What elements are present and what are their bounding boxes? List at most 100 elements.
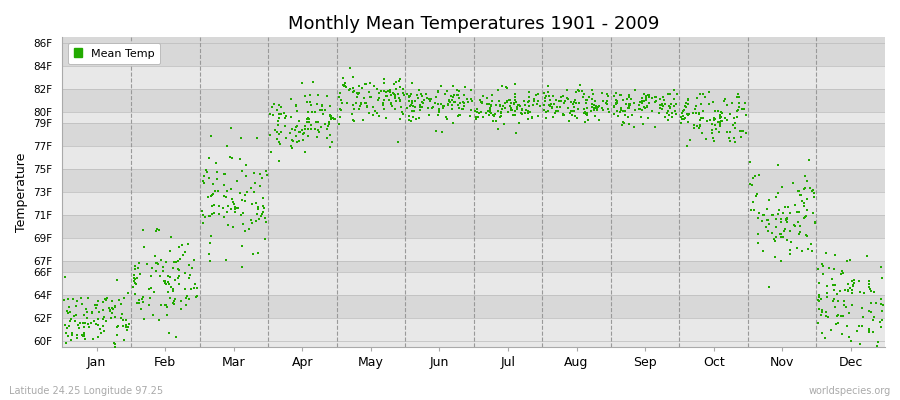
Point bbox=[469, 114, 483, 120]
Point bbox=[569, 100, 583, 106]
Point bbox=[531, 91, 545, 97]
Point bbox=[608, 100, 623, 106]
Point bbox=[258, 219, 273, 226]
Point bbox=[68, 302, 83, 309]
Point bbox=[406, 102, 420, 109]
Point bbox=[635, 95, 650, 102]
Point bbox=[803, 185, 817, 192]
Point bbox=[298, 122, 312, 129]
Point bbox=[182, 275, 196, 282]
Point bbox=[759, 224, 773, 230]
Point bbox=[301, 132, 315, 139]
Point bbox=[333, 107, 347, 113]
Point bbox=[563, 108, 578, 114]
Point bbox=[347, 88, 362, 94]
Point bbox=[599, 100, 614, 107]
Point bbox=[117, 337, 131, 344]
Point bbox=[158, 302, 173, 308]
Point bbox=[130, 300, 144, 306]
Point bbox=[65, 331, 79, 338]
Point bbox=[806, 248, 820, 254]
Point bbox=[468, 116, 482, 122]
Point bbox=[437, 91, 452, 98]
Point bbox=[562, 118, 576, 124]
Point bbox=[166, 300, 180, 306]
Point bbox=[756, 247, 770, 254]
Point bbox=[348, 100, 363, 106]
Point bbox=[769, 194, 783, 201]
Point bbox=[668, 108, 682, 114]
Point bbox=[362, 89, 376, 96]
Point bbox=[268, 126, 283, 133]
Point bbox=[485, 98, 500, 104]
Point bbox=[465, 98, 480, 104]
Point bbox=[239, 162, 254, 168]
Point bbox=[681, 112, 696, 118]
Point bbox=[472, 110, 486, 116]
Point bbox=[698, 94, 712, 100]
Point bbox=[107, 314, 122, 320]
Point bbox=[404, 118, 419, 124]
Point bbox=[828, 252, 842, 258]
Point bbox=[783, 228, 797, 234]
Point bbox=[136, 294, 150, 300]
Point bbox=[377, 106, 392, 112]
Point bbox=[576, 94, 590, 101]
Point bbox=[259, 168, 274, 174]
Point bbox=[78, 306, 93, 312]
Point bbox=[480, 101, 494, 107]
Point bbox=[820, 313, 834, 320]
Point bbox=[160, 303, 175, 310]
Point bbox=[230, 205, 245, 212]
Point bbox=[410, 95, 425, 102]
Point bbox=[188, 281, 202, 288]
Point bbox=[253, 182, 267, 189]
Point bbox=[131, 260, 146, 266]
Point bbox=[298, 93, 312, 100]
Point bbox=[321, 120, 336, 126]
Point bbox=[824, 327, 838, 333]
Point bbox=[176, 252, 190, 258]
Point bbox=[153, 272, 167, 279]
Point bbox=[773, 219, 788, 226]
Point bbox=[346, 74, 360, 80]
Point bbox=[406, 114, 420, 120]
Point bbox=[263, 132, 277, 138]
Point bbox=[780, 219, 795, 225]
Point bbox=[442, 98, 456, 104]
Point bbox=[286, 138, 301, 144]
Point bbox=[98, 318, 112, 324]
Point bbox=[683, 136, 698, 143]
Bar bbox=[62, 89, 885, 112]
Point bbox=[310, 100, 324, 107]
Point bbox=[522, 102, 536, 109]
Bar bbox=[62, 169, 885, 192]
Point bbox=[385, 90, 400, 96]
Point bbox=[805, 188, 819, 194]
Point bbox=[507, 100, 521, 106]
Point bbox=[580, 97, 594, 103]
Point bbox=[255, 210, 269, 217]
Point bbox=[104, 298, 119, 304]
Point bbox=[312, 107, 327, 114]
Point bbox=[428, 100, 442, 106]
Point bbox=[309, 118, 323, 125]
Point bbox=[827, 296, 842, 302]
Point bbox=[633, 106, 647, 112]
Point bbox=[712, 129, 726, 136]
Point bbox=[845, 283, 859, 289]
Point bbox=[655, 101, 670, 107]
Point bbox=[140, 261, 154, 267]
Point bbox=[830, 313, 844, 319]
Point bbox=[173, 256, 187, 262]
Point bbox=[171, 267, 185, 273]
Point bbox=[739, 130, 753, 136]
Point bbox=[565, 108, 580, 114]
Point bbox=[550, 104, 564, 110]
Point bbox=[713, 115, 727, 122]
Point bbox=[869, 300, 884, 306]
Point bbox=[200, 168, 214, 175]
Point bbox=[723, 111, 737, 117]
Point bbox=[525, 115, 539, 121]
Point bbox=[107, 303, 122, 310]
